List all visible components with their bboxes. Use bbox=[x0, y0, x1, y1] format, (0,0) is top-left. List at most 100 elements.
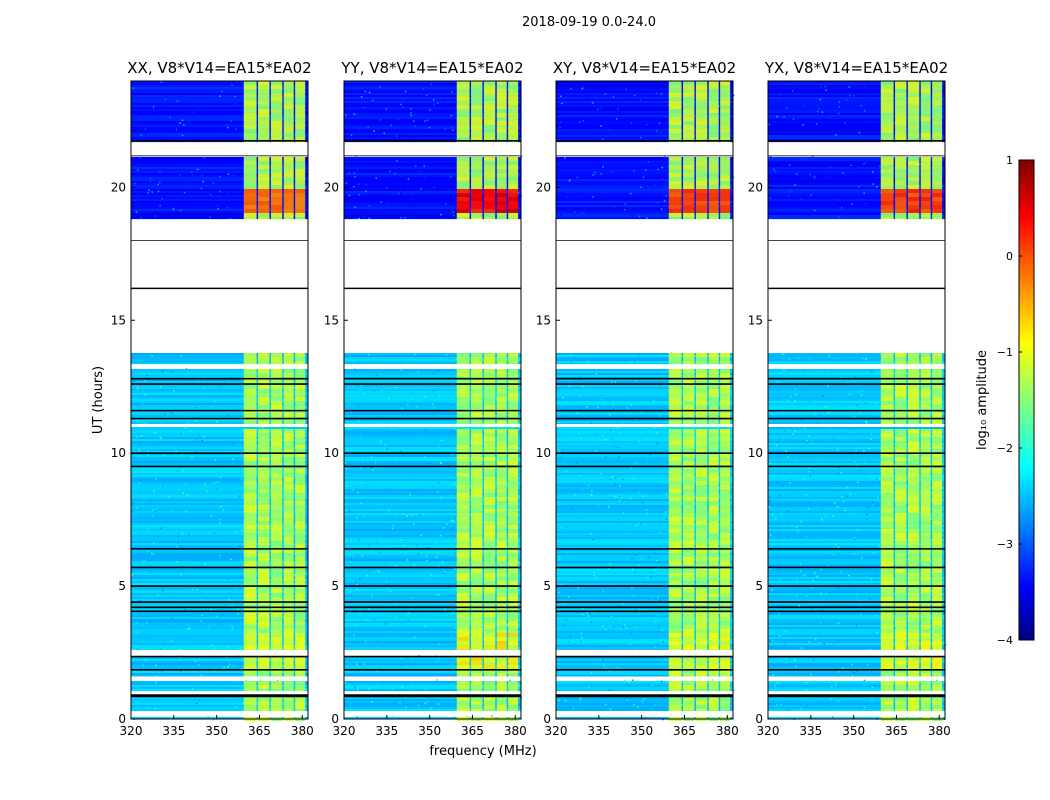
rfi-band bbox=[283, 525, 294, 529]
rfi-band bbox=[471, 641, 483, 645]
flagged-gap bbox=[344, 711, 521, 716]
noise-speck bbox=[222, 509, 225, 511]
noise-speck bbox=[611, 699, 614, 702]
noise-speck bbox=[588, 686, 590, 688]
noise-speck bbox=[416, 406, 418, 408]
rfi-band bbox=[483, 441, 496, 445]
rfi-band bbox=[508, 137, 519, 141]
noise-speck bbox=[353, 385, 355, 388]
noise-speck bbox=[151, 552, 153, 555]
rfi-band bbox=[471, 181, 483, 185]
rfi-band bbox=[295, 621, 306, 625]
rfi-band bbox=[283, 165, 294, 169]
rfi-band bbox=[483, 485, 496, 489]
rfi-band bbox=[708, 109, 719, 113]
heatmap-row bbox=[344, 457, 521, 459]
noise-speck bbox=[595, 124, 598, 126]
heatmap-row bbox=[768, 517, 945, 519]
heatmap-row bbox=[131, 213, 308, 215]
rfi-band bbox=[496, 457, 507, 461]
rfi-band bbox=[283, 701, 294, 705]
noise-speck bbox=[453, 716, 456, 719]
rfi-band bbox=[295, 525, 306, 529]
rfi-band bbox=[471, 177, 483, 181]
noise-speck bbox=[183, 416, 185, 418]
noise-speck bbox=[361, 461, 364, 463]
heatmap-row bbox=[556, 629, 733, 631]
noise-speck bbox=[449, 536, 451, 538]
noise-speck bbox=[210, 194, 212, 196]
noise-speck bbox=[353, 361, 355, 363]
noise-speck bbox=[435, 556, 438, 558]
noise-speck bbox=[202, 356, 205, 358]
noise-speck bbox=[851, 203, 853, 205]
heatmap-row bbox=[344, 573, 521, 575]
rfi-band bbox=[258, 597, 270, 601]
noise-speck bbox=[420, 431, 423, 433]
noise-speck bbox=[681, 703, 683, 706]
noise-speck bbox=[365, 183, 367, 186]
rfi-band bbox=[508, 373, 519, 377]
noise-speck bbox=[565, 415, 567, 417]
noise-speck bbox=[227, 645, 229, 647]
rfi-band bbox=[496, 413, 507, 417]
noise-speck bbox=[147, 454, 149, 456]
noise-speck bbox=[468, 642, 471, 645]
noise-speck bbox=[157, 183, 159, 186]
noise-speck bbox=[602, 166, 604, 168]
noise-speck bbox=[373, 390, 375, 393]
noise-speck bbox=[655, 130, 658, 132]
noise-speck bbox=[183, 191, 186, 194]
noise-speck bbox=[294, 574, 296, 577]
rfi-band bbox=[258, 517, 270, 521]
noise-speck bbox=[161, 670, 164, 673]
heatmap-row bbox=[556, 645, 733, 647]
rfi-band bbox=[508, 369, 519, 373]
heatmap-row bbox=[131, 645, 308, 647]
noise-speck bbox=[354, 206, 356, 208]
noise-speck bbox=[858, 411, 861, 414]
noise-speck bbox=[623, 174, 625, 176]
noise-speck bbox=[410, 108, 412, 110]
noise-speck bbox=[944, 644, 947, 646]
rfi-band bbox=[695, 97, 708, 101]
rfi-band bbox=[283, 185, 294, 189]
noise-speck bbox=[579, 213, 581, 215]
rfi-band bbox=[496, 585, 507, 589]
noise-speck bbox=[828, 166, 830, 168]
noise-speck bbox=[603, 487, 606, 490]
rfi-band bbox=[295, 405, 306, 409]
rfi-band bbox=[243, 549, 257, 553]
noise-speck bbox=[622, 638, 624, 640]
noise-speck bbox=[378, 570, 381, 573]
noise-speck bbox=[665, 185, 668, 187]
noise-speck bbox=[657, 442, 660, 445]
rfi-band bbox=[720, 361, 731, 365]
rfi-band bbox=[483, 557, 496, 561]
rfi-band bbox=[258, 633, 270, 637]
noise-speck bbox=[413, 564, 416, 567]
rfi-band bbox=[683, 421, 695, 425]
rfi-band bbox=[496, 669, 507, 673]
noise-speck bbox=[587, 394, 589, 396]
heatmap-row bbox=[131, 559, 308, 561]
heatmap-row bbox=[131, 471, 308, 473]
heatmap-row bbox=[768, 659, 945, 661]
noise-speck bbox=[222, 539, 224, 542]
noise-speck bbox=[209, 216, 211, 218]
heatmap-row bbox=[556, 559, 733, 561]
heatmap-row bbox=[556, 363, 733, 365]
rfi-band bbox=[508, 545, 519, 549]
heatmap-row bbox=[344, 625, 521, 627]
rfi-band bbox=[668, 561, 682, 565]
rfi-band bbox=[508, 357, 519, 361]
rfi-band bbox=[483, 593, 496, 597]
heatmap-row bbox=[768, 539, 945, 541]
heatmap-row bbox=[344, 575, 521, 577]
noise-speck bbox=[602, 398, 605, 401]
rfi-band bbox=[456, 109, 470, 113]
noise-speck bbox=[190, 430, 192, 433]
rfi-band bbox=[295, 541, 306, 545]
noise-speck bbox=[646, 124, 649, 126]
rfi-band bbox=[683, 529, 695, 533]
